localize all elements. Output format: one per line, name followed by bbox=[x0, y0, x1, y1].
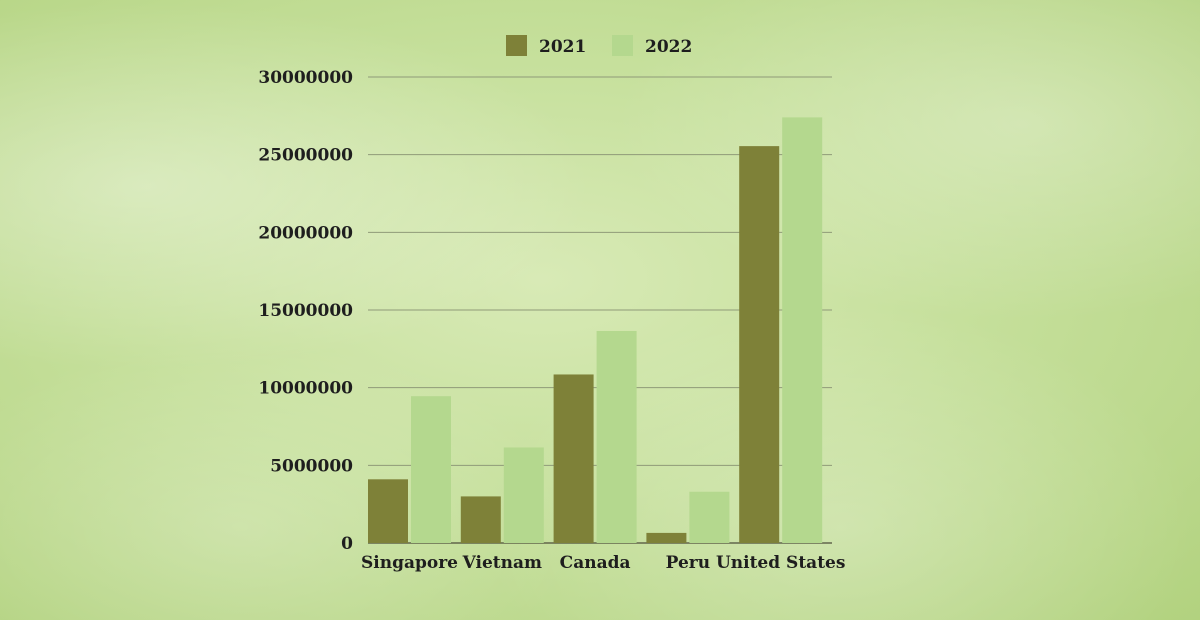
y-tick-label: 5000000 bbox=[270, 456, 353, 476]
y-tick-label: 15000000 bbox=[258, 301, 353, 321]
legend-label: 2022 bbox=[645, 37, 692, 57]
bar-2021-canada bbox=[553, 374, 594, 543]
x-tick-label: Peru bbox=[666, 553, 710, 573]
bar-2021-united-states bbox=[739, 146, 780, 543]
legend-label: 2021 bbox=[539, 37, 586, 57]
x-tick-label: Canada bbox=[560, 553, 631, 573]
x-tick-label: Singapore bbox=[361, 553, 458, 573]
y-tick-label: 25000000 bbox=[258, 146, 353, 166]
bar-2021-vietnam bbox=[460, 496, 501, 543]
x-tick-label: United States bbox=[716, 553, 846, 573]
y-tick-label: 20000000 bbox=[258, 223, 353, 243]
bar-2022-united-states bbox=[782, 117, 823, 544]
bar-2022-singapore bbox=[411, 396, 451, 543]
y-tick-label: 30000000 bbox=[258, 68, 353, 88]
y-axis-tick-labels: 0 5000000 10000000 15000000 20000000 25000000… bbox=[258, 68, 353, 554]
bar-2022-canada bbox=[596, 330, 637, 543]
bar-2021-peru bbox=[646, 532, 687, 543]
legend-swatch-2021 bbox=[506, 35, 527, 56]
y-tick-label: 10000000 bbox=[258, 379, 353, 399]
legend: 2021 2022 bbox=[506, 35, 692, 57]
bar-2022-vietnam bbox=[503, 447, 544, 543]
bars bbox=[368, 117, 823, 544]
y-tick-label: 0 bbox=[341, 534, 353, 554]
x-tick-label: Vietnam bbox=[462, 553, 542, 573]
x-axis-tick-labels: Singapore Vietnam Canada Peru United States bbox=[361, 553, 845, 573]
bar-2021-singapore bbox=[368, 479, 408, 543]
legend-swatch-2022 bbox=[612, 35, 633, 56]
bar-2022-peru bbox=[689, 491, 730, 543]
